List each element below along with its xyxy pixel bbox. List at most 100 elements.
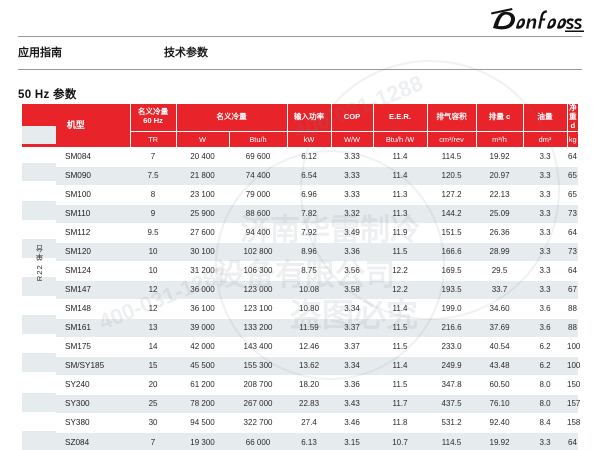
table-row[interactable]: SM120 10 30 100 102 800 8.96 3.36 11.5 166.6 28.…: [22, 242, 578, 262]
cell-cop: 3.49: [331, 223, 374, 243]
table-row[interactable]: SY380 30 94 500 322 700 27.4 3.46 11.8 531.2 92.…: [22, 413, 580, 433]
cell-kw: 6.54: [287, 166, 332, 186]
cell-model: SY240: [56, 375, 131, 395]
cell-btuh: 106 300: [229, 261, 288, 281]
table-row[interactable]: SZ084 7 19 300 66 000 6.13 3.15 10.7 114.5 19.92…: [22, 431, 578, 450]
cell-kg: 157: [567, 394, 580, 414]
cell-flow: 34.60: [476, 299, 524, 319]
cell-flow: 92.40: [476, 413, 524, 433]
cell-cop: 3.56: [331, 261, 374, 281]
th-unit-cm3rev: cm³/rev: [427, 130, 477, 148]
cell-kw: 10.80: [287, 299, 332, 319]
cell-flow: 19.92: [476, 431, 524, 450]
cell-flow: 29.5: [476, 261, 524, 281]
cell-w: 20 400: [176, 147, 230, 167]
cell-btuh: 94 400: [229, 223, 288, 243]
table-row[interactable]: SM147 12 36 000 123 000 10.08 3.58 12.2 193.5 33…: [22, 280, 578, 300]
cell-tr: 30: [130, 413, 177, 433]
cell-kw: 7.82: [287, 204, 332, 224]
cell-cop: 3.15: [331, 431, 374, 450]
cell-flow: 33.7: [476, 280, 524, 300]
th-nominal-capacity-60hz: 名义冷量 60 Hz: [130, 104, 177, 132]
cell-disp: 347.8: [427, 375, 477, 395]
cell-model: SM124: [56, 261, 131, 281]
cell-flow: 19.92: [476, 147, 524, 167]
cell-model: SM148: [56, 299, 131, 319]
cell-disp: 127.2: [427, 185, 477, 205]
cell-eer: 11.5: [373, 242, 428, 262]
cell-eer: 10.7: [373, 431, 428, 450]
cell-btuh: 143 400: [229, 337, 288, 357]
cell-flow: 60.50: [476, 375, 524, 395]
cell-model: SM120: [56, 242, 131, 262]
cell-flow: 76.10: [476, 394, 524, 414]
th-unit-m3h: m³/h: [476, 130, 524, 148]
cell-kw: 10.08: [287, 280, 332, 300]
table-row[interactable]: SY300 25 78 200 267 000 22.83 3.43 11.7 437.5 76…: [22, 394, 580, 414]
table-row[interactable]: SM084 7 20 400 69 600 6.12 3.33 11.4 114.5 19.92…: [22, 147, 578, 167]
cell-disp: 151.5: [427, 223, 477, 243]
cell-eer: 12.2: [373, 280, 428, 300]
cell-oil: 8.0: [523, 394, 568, 414]
table-row[interactable]: SM110 9 25 900 88 600 7.82 3.32 11.3 144.2 25.09…: [22, 204, 578, 224]
th-displacement-volume: 排气容积: [427, 104, 477, 132]
th-eer: E.E.R.: [373, 104, 428, 132]
cell-kg: 100: [567, 356, 580, 376]
cell-disp: 199.0: [427, 299, 477, 319]
cell-kw: 27.4: [287, 413, 332, 433]
table-row[interactable]: SM100 8 23 100 79 000 6.96 3.33 11.3 127.2 22.13…: [22, 185, 578, 205]
cell-tr: 15: [130, 356, 177, 376]
cell-kg: 64: [567, 223, 578, 243]
th-unit-dm3: dm³: [523, 130, 568, 148]
cell-eer: 11.9: [373, 223, 428, 243]
cell-btuh: 123 100: [229, 299, 288, 319]
table-row[interactable]: SM124 10 31 200 106 300 8.75 3.56 12.2 169.5 29.…: [22, 261, 578, 281]
cell-eer: 11.8: [373, 413, 428, 433]
cell-flow: 26.36: [476, 223, 524, 243]
cell-model: SY380: [56, 413, 131, 433]
cell-oil: 3.3: [523, 261, 568, 281]
th-unit-kw: kW: [287, 130, 332, 148]
cell-eer: 11.4: [373, 166, 428, 186]
cell-cop: 3.36: [331, 375, 374, 395]
th-flow-rate: 排量 c: [476, 104, 524, 132]
cell-btuh: 322 700: [229, 413, 288, 433]
cell-kg: 158: [567, 413, 580, 433]
cell-kw: 12.46: [287, 337, 332, 357]
cell-disp: 114.5: [427, 147, 477, 167]
cell-w: 30 100: [176, 242, 230, 262]
cell-eer: 11.5: [373, 375, 428, 395]
cell-w: 45 500: [176, 356, 230, 376]
cell-tr: 14: [130, 337, 177, 357]
cell-btuh: 102 800: [229, 242, 288, 262]
spec-table: 机型 名义冷量 60 Hz 名义冷量 输入功率 COP E.E.R. 排气容积 …: [22, 103, 580, 450]
running-header: 应用指南 技术参数: [18, 41, 582, 67]
table-row[interactable]: SM175 14 42 000 143 400 12.46 3.37 11.5 233.0 40…: [22, 337, 580, 357]
table-row[interactable]: SM/SY185 15 45 500 155 300 13.62 3.34 11.4 249.…: [22, 356, 580, 376]
cell-oil: 3.3: [523, 242, 568, 262]
cell-disp: 169.5: [427, 261, 477, 281]
cell-eer: 11.3: [373, 204, 428, 224]
cell-tr: 7: [130, 431, 177, 450]
cell-w: 61 200: [176, 375, 230, 395]
cell-disp: 114.5: [427, 431, 477, 450]
cell-kg: 100: [567, 337, 580, 357]
table-row[interactable]: SM161 13 39 000 133 200 11.59 3.37 11.5 216.6 37…: [22, 318, 578, 338]
cell-cop: 3.36: [331, 242, 374, 262]
cell-tr: 13: [130, 318, 177, 338]
cell-flow: 28.99: [476, 242, 524, 262]
cell-oil: 3.6: [523, 318, 568, 338]
cell-model: SY300: [56, 394, 131, 414]
cell-disp: 120.5: [427, 166, 477, 186]
cell-tr: 9: [130, 204, 177, 224]
th-nominal-capacity: 名义冷量: [176, 104, 288, 132]
cell-eer: 11.4: [373, 147, 428, 167]
table-row[interactable]: SM112 9.5 27 600 94 400 7.92 3.49 11.9 151.5 26.…: [22, 223, 578, 243]
table-row[interactable]: SM148 12 36 100 123 100 10.80 3.34 11.4 199.0 34…: [22, 299, 578, 319]
table-row[interactable]: SM090 7.5 21 800 74 400 6.54 3.33 11.4 120.5 20.…: [22, 166, 578, 186]
cell-flow: 37.69: [476, 318, 524, 338]
cell-kg: 64: [567, 261, 578, 281]
cell-disp: 437.5: [427, 394, 477, 414]
table-row[interactable]: SY240 20 61 200 208 700 18.20 3.36 11.5 347.8 60…: [22, 375, 580, 395]
